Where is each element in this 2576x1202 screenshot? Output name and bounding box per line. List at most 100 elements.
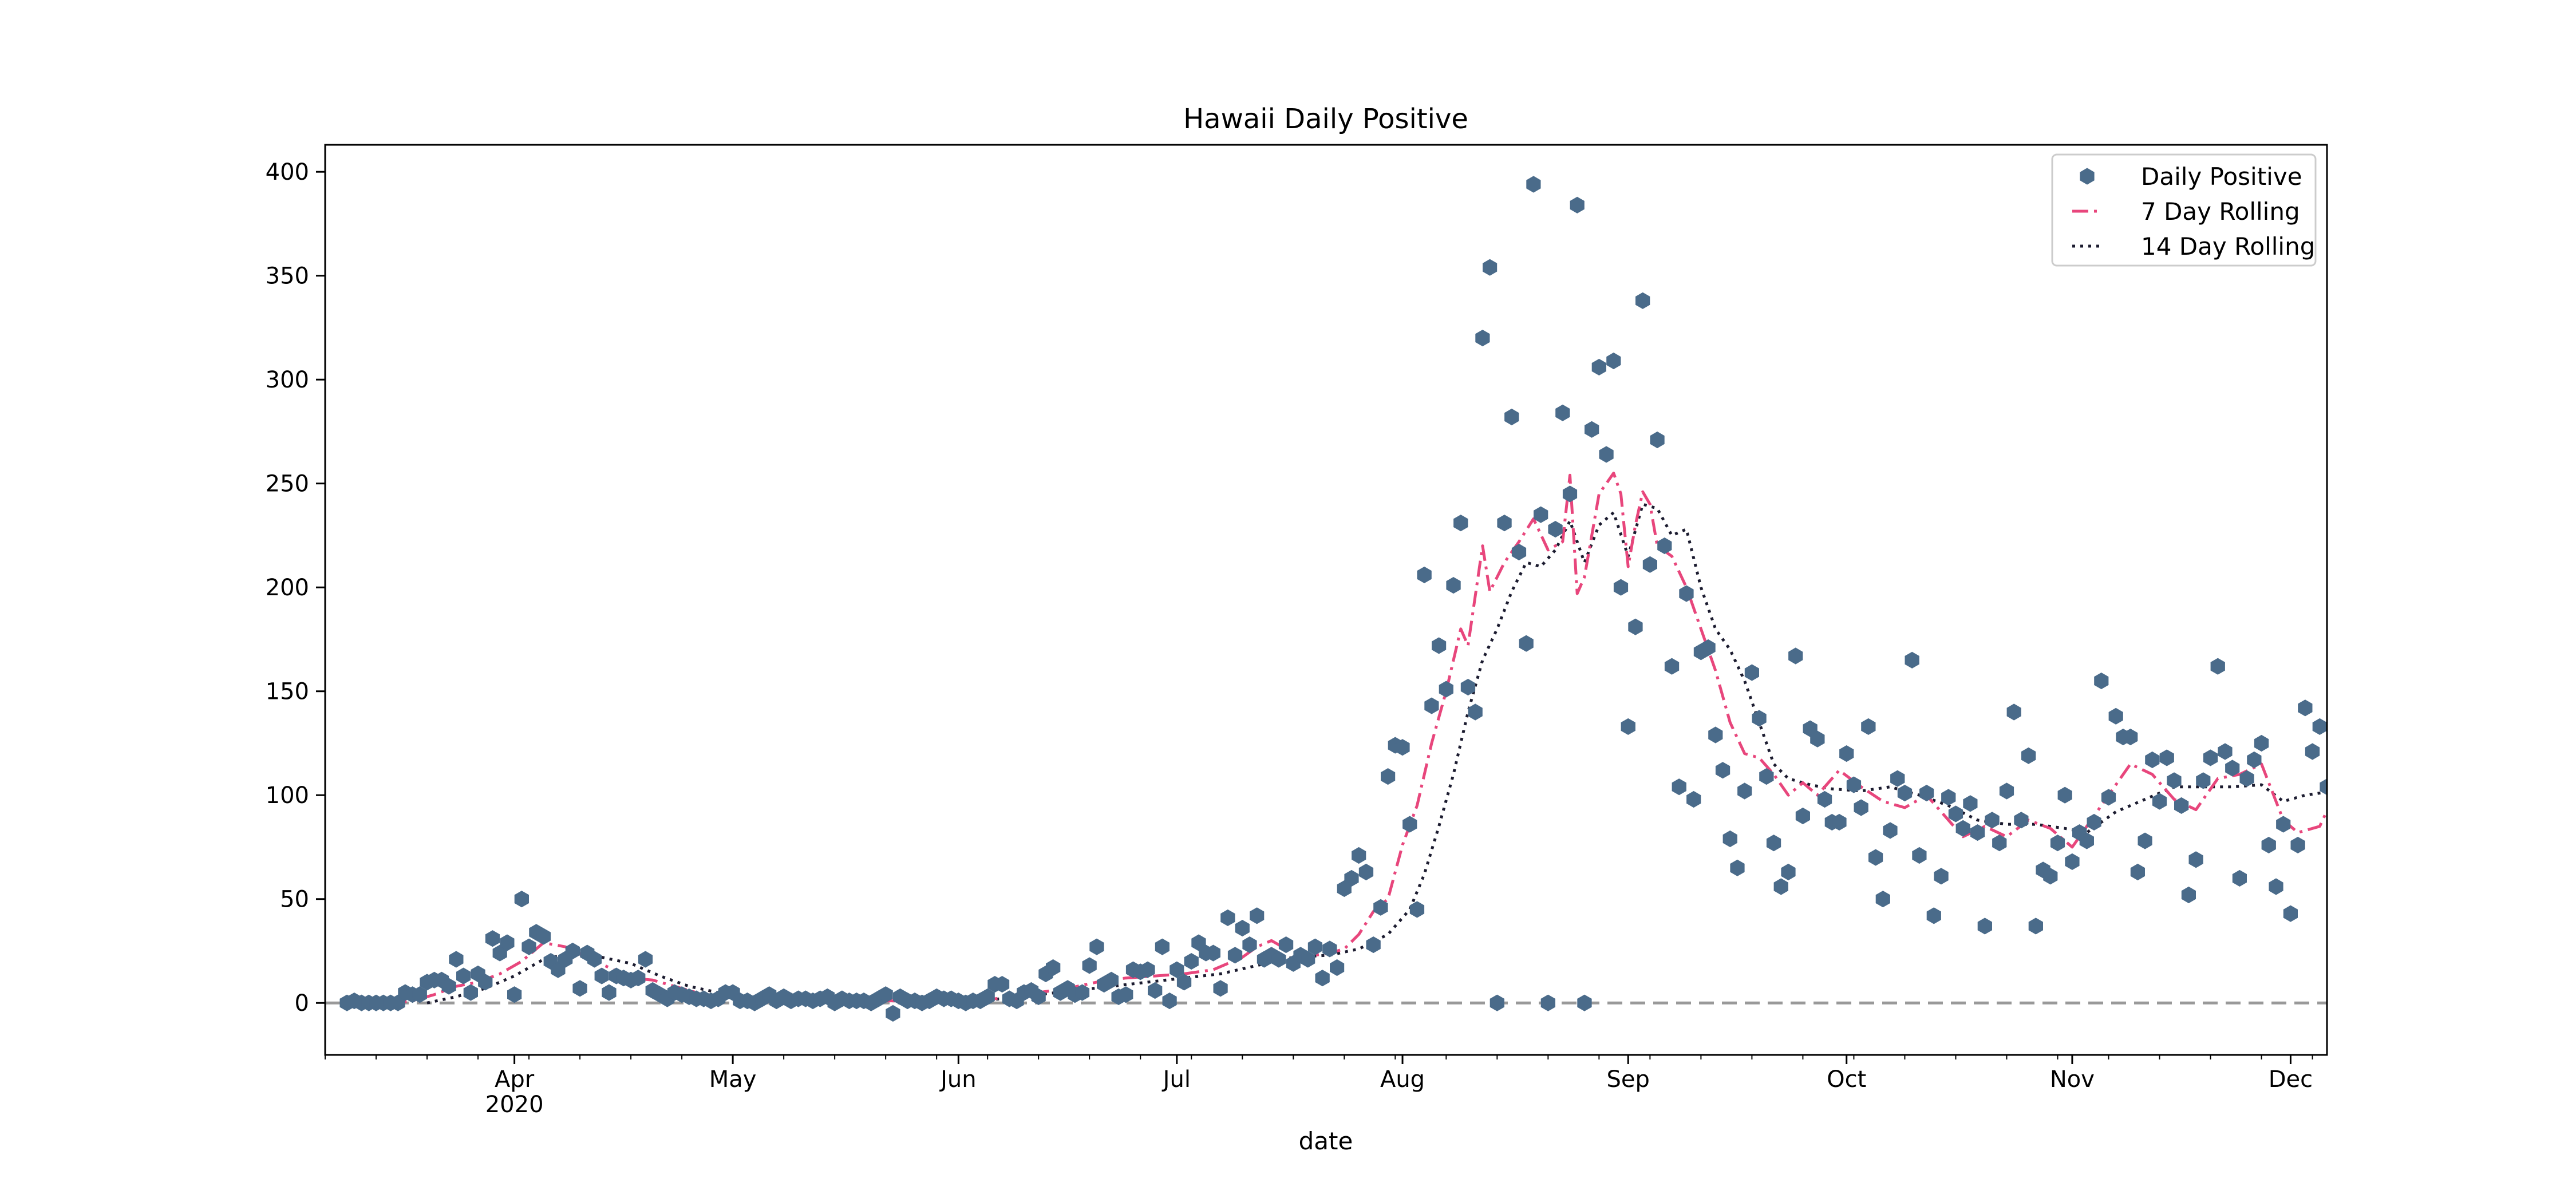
- daily-positive-point: [1657, 537, 1672, 555]
- daily-positive-point: [1250, 907, 1265, 924]
- daily-positive-point: [980, 988, 995, 1005]
- daily-positive-point: [1795, 807, 1810, 825]
- daily-positive-point: [1409, 901, 1425, 918]
- daily-positive-point: [1322, 940, 1337, 958]
- daily-positive-point: [1031, 988, 1046, 1005]
- daily-positive-point: [1220, 909, 1235, 926]
- daily-positive-point: [631, 970, 646, 987]
- daily-positive-point: [2057, 786, 2072, 804]
- y-tick-label: 200: [266, 575, 309, 601]
- daily-positive-point: [1381, 768, 1396, 785]
- daily-positive-point: [2065, 853, 2080, 870]
- daily-positive-point: [1352, 847, 1366, 864]
- daily-positive-point: [1919, 785, 1934, 802]
- daily-positive-point: [1213, 980, 1228, 997]
- y-tick-label: 250: [266, 471, 309, 497]
- x-tick-label: Apr: [495, 1066, 535, 1093]
- daily-positive-point: [1315, 970, 1330, 987]
- daily-positive-point: [521, 938, 536, 955]
- daily-positive-point: [1395, 739, 1410, 756]
- daily-positive-point: [2290, 836, 2305, 853]
- daily-positive-point: [1585, 421, 1599, 438]
- daily-positive-point: [1635, 292, 1650, 309]
- daily-positive-point: [2094, 673, 2109, 690]
- daily-positive-point: [587, 951, 602, 968]
- daily-positive-point: [1170, 961, 1184, 978]
- daily-positive-point: [1854, 799, 1868, 816]
- daily-positive-point: [1140, 961, 1155, 978]
- daily-positive-point: [1497, 515, 1512, 532]
- daily-positive-point: [1591, 358, 1606, 375]
- y-axis: 0 50 100 150 200 250 300 350 400: [266, 159, 325, 1017]
- daily-positive-point: [1679, 585, 1694, 602]
- daily-positive-point: [1912, 847, 1927, 864]
- daily-positive-point: [2130, 863, 2145, 881]
- daily-positive-point: [1548, 521, 1563, 538]
- daily-positive-point: [1868, 849, 1883, 866]
- daily-positive-point: [1089, 938, 1104, 955]
- daily-positive-point: [886, 1005, 900, 1022]
- daily-positive-point: [1817, 790, 1832, 808]
- daily-positive-point: [1766, 835, 1781, 852]
- y-tick-label: 400: [266, 159, 309, 185]
- x-tick-label: Sep: [1607, 1066, 1650, 1093]
- daily-positive-point: [1227, 947, 1243, 964]
- daily-positive-point: [507, 986, 522, 1003]
- daily-positive-point: [1534, 506, 1548, 523]
- daily-positive-point: [1271, 951, 1286, 968]
- daily-positive-point: [1082, 957, 1097, 974]
- daily-positive-point: [1402, 816, 1417, 833]
- x-tick-label: Oct: [1827, 1066, 1866, 1093]
- x-tick-label: Nov: [2050, 1066, 2095, 1093]
- daily-positive-point: [1278, 936, 1294, 954]
- daily-positive-point: [1519, 635, 1534, 652]
- daily-positive-point: [1307, 938, 1322, 955]
- daily-positive-point: [500, 934, 515, 951]
- daily-positive-point: [2174, 797, 2189, 814]
- daily-positive-point: [1526, 176, 1541, 193]
- daily-positive-point: [1562, 485, 1578, 503]
- daily-positive-point: [2232, 869, 2247, 887]
- daily-positive-point: [1999, 782, 2014, 800]
- daily-positive-point: [2152, 793, 2167, 810]
- daily-positive-point: [1701, 639, 1716, 657]
- daily-positive-point: [1752, 710, 1767, 727]
- daily-positive-point: [412, 986, 427, 1003]
- daily-positive-point: [1301, 951, 1315, 968]
- daily-positive-point: [1439, 681, 1453, 698]
- daily-positive-point: [1570, 196, 1585, 213]
- daily-positive-point: [1773, 878, 1788, 895]
- daily-positive-point: [1104, 971, 1119, 989]
- daily-positive-point: [1781, 863, 1796, 881]
- daily-positive-point: [2283, 905, 2298, 922]
- daily-positive-point: [1606, 352, 1621, 370]
- daily-positive-point: [536, 928, 551, 945]
- daily-positive-point: [2261, 836, 2276, 853]
- series-daily-positive: [339, 176, 2327, 1022]
- x-tick-label: Aug: [1380, 1066, 1425, 1093]
- daily-positive-point: [1803, 720, 1818, 737]
- daily-positive-point: [1490, 994, 1504, 1011]
- y-tick-label: 0: [295, 990, 309, 1017]
- y-tick-label: 150: [266, 679, 309, 705]
- daily-positive-point: [995, 976, 1010, 993]
- daily-positive-point: [1977, 918, 1992, 935]
- daily-positive-point: [2167, 772, 2182, 789]
- legend-frame: [2051, 153, 2317, 267]
- daily-positive-point: [602, 984, 617, 1001]
- daily-positive-point: [2218, 743, 2233, 760]
- legend-label: 7 Day Rolling: [2141, 197, 2300, 226]
- daily-positive-point: [1242, 936, 1257, 954]
- daily-positive-point: [1955, 820, 1970, 837]
- daily-positive-point: [2181, 886, 2196, 904]
- daily-positive-point: [1162, 993, 1177, 1010]
- daily-positive-point: [1883, 822, 1898, 839]
- daily-positive-point: [1686, 790, 1701, 808]
- x-tick-label: Jul: [1161, 1066, 1191, 1093]
- daily-positive-point: [572, 980, 587, 997]
- daily-positive-point: [463, 984, 478, 1001]
- daily-positive-point: [1875, 891, 1890, 908]
- daily-positive-point: [1992, 835, 2007, 852]
- daily-positive-point: [1890, 770, 1905, 787]
